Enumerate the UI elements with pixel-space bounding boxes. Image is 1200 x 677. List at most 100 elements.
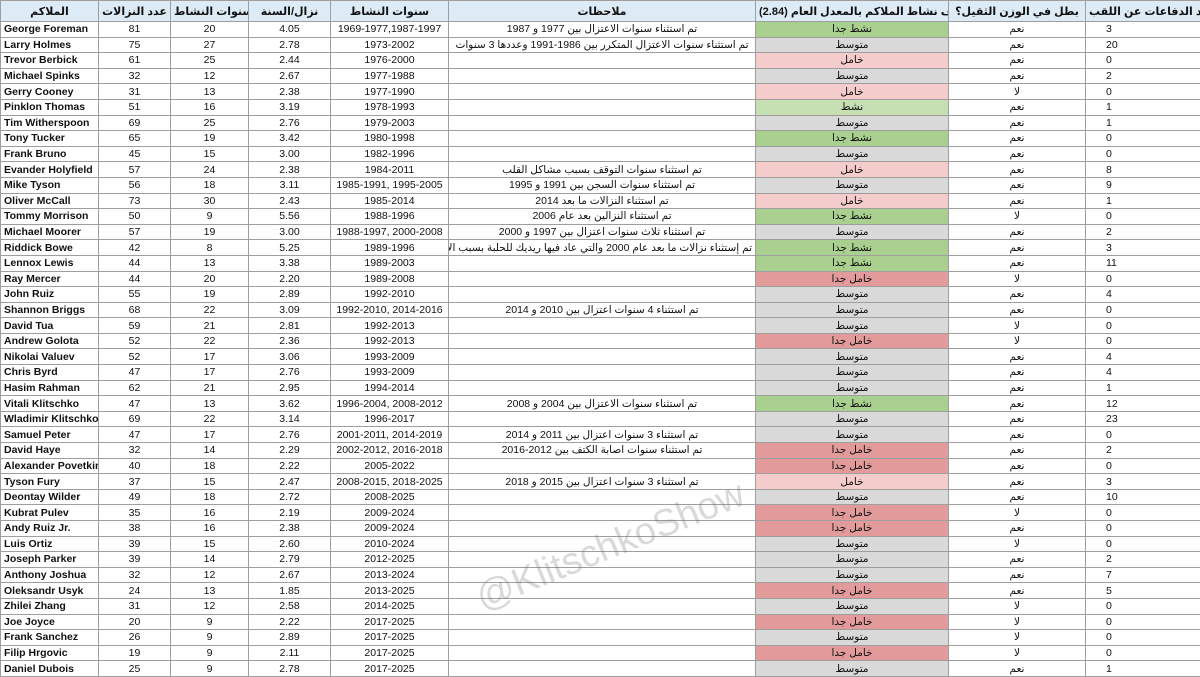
table-row: Andy Ruiz Jr. 38 16 2.38 2009-2024 خامل جدا نع… [0, 520, 1200, 537]
activity-period: 2009-2024 [330, 520, 449, 537]
active-years: 20 [170, 21, 249, 38]
fights-per-year: 2.72 [248, 488, 331, 506]
table-row: Mike Tyson 56 18 3.11 1985-1991, 1995-2005 تم… [0, 176, 1200, 194]
title-defenses: 10 [1085, 488, 1200, 506]
fights: 31 [98, 597, 171, 615]
activity-period: 2017-2025 [330, 613, 449, 631]
fights-per-year: 2.44 [248, 52, 331, 69]
fights-per-year: 3.06 [248, 348, 331, 366]
note [448, 52, 756, 69]
boxer-name: Riddick Bowe [0, 239, 99, 256]
boxer-name: David Haye [0, 442, 99, 459]
table-row: Samuel Peter 47 17 2.76 2001-2011, 2014-2019… [0, 426, 1200, 444]
table-row: Vitali Klitschko 47 13 3.62 1996-2004, 2008-… [0, 395, 1200, 412]
active-years: 15 [170, 145, 249, 163]
heavyweight-champion: نعم [948, 223, 1086, 241]
activity-rating: متوسط [755, 629, 949, 646]
title-defenses: 0 [1085, 332, 1200, 350]
fights: 32 [98, 566, 171, 584]
title-defenses: 0 [1085, 130, 1200, 147]
title-defenses: 0 [1085, 504, 1200, 521]
fights: 81 [98, 21, 171, 38]
heavyweight-champion: نعم [948, 488, 1086, 506]
fights-per-year: 2.60 [248, 535, 331, 553]
heavyweight-champion: نعم [948, 395, 1086, 412]
active-years: 24 [170, 161, 249, 178]
fights-per-year: 2.38 [248, 520, 331, 537]
title-defenses: 3 [1085, 239, 1200, 256]
fights: 35 [98, 504, 171, 521]
fights: 49 [98, 488, 171, 506]
table-row: Frank Sanchez 26 9 2.89 2017-2025 متوسط لا 0 [0, 629, 1200, 646]
note [448, 457, 756, 475]
fights: 39 [98, 535, 171, 553]
boxer-name: Samuel Peter [0, 426, 99, 444]
activity-period: 1994-2014 [330, 379, 449, 397]
heavyweight-champion: نعم [948, 442, 1086, 459]
active-years: 16 [170, 520, 249, 537]
fights: 38 [98, 520, 171, 537]
column-header: الملاكم [0, 0, 99, 22]
activity-rating: خامل جدا [755, 504, 949, 521]
boxer-name: Frank Sanchez [0, 629, 99, 646]
activity-rating: متوسط [755, 301, 949, 319]
activity-rating: متوسط [755, 597, 949, 615]
activity-period: 1992-2010, 2014-2016 [330, 301, 449, 319]
activity-period: 2014-2025 [330, 597, 449, 615]
activity-rating: نشط جدا [755, 208, 949, 225]
active-years: 13 [170, 395, 249, 412]
title-defenses: 9 [1085, 176, 1200, 194]
boxer-name: Andy Ruiz Jr. [0, 520, 99, 537]
title-defenses: 0 [1085, 426, 1200, 444]
note [448, 286, 756, 303]
active-years: 27 [170, 36, 249, 54]
active-years: 18 [170, 457, 249, 475]
heavyweight-champion: لا [948, 270, 1086, 288]
note [448, 535, 756, 553]
activity-period: 2005-2022 [330, 457, 449, 475]
fights: 44 [98, 254, 171, 272]
fights-per-year: 2.89 [248, 286, 331, 303]
activity-period: 1985-2014 [330, 192, 449, 210]
table-row: Filip Hrgovic 19 9 2.11 2017-2025 خامل جدا لا 0 [0, 644, 1200, 662]
activity-rating: خامل [755, 192, 949, 210]
heavyweight-champion: نعم [948, 520, 1086, 537]
fights: 32 [98, 67, 171, 85]
fights: 68 [98, 301, 171, 319]
title-defenses: 4 [1085, 348, 1200, 366]
boxer-name: Wladimir Klitschko [0, 410, 99, 428]
active-years: 18 [170, 488, 249, 506]
heavyweight-champion: نعم [948, 114, 1086, 132]
fights: 61 [98, 52, 171, 69]
boxer-name: Vitali Klitschko [0, 395, 99, 412]
boxer-name: Andrew Golota [0, 332, 99, 350]
boxer-name: Joseph Parker [0, 551, 99, 568]
boxer-name: Joe Joyce [0, 613, 99, 631]
table-row: Luis Ortiz 39 15 2.60 2010-2024 متوسط لا 0 [0, 535, 1200, 553]
fights-per-year: 2.81 [248, 317, 331, 334]
active-years: 25 [170, 114, 249, 132]
heavyweight-champion: لا [948, 317, 1086, 334]
fights-per-year: 1.85 [248, 582, 331, 599]
fights: 25 [98, 660, 171, 677]
heavyweight-champion: نعم [948, 551, 1086, 568]
activity-period: 1980-1998 [330, 130, 449, 147]
fights: 40 [98, 457, 171, 475]
heavyweight-champion: نعم [948, 660, 1086, 677]
note [448, 582, 756, 599]
note [448, 114, 756, 132]
active-years: 16 [170, 504, 249, 521]
active-years: 12 [170, 597, 249, 615]
activity-rating: خامل جدا [755, 332, 949, 350]
activity-rating: خامل [755, 473, 949, 490]
title-defenses: 1 [1085, 379, 1200, 397]
fights: 20 [98, 613, 171, 631]
activity-period: 1976-2000 [330, 52, 449, 69]
fights: 57 [98, 223, 171, 241]
boxer-name: Shannon Briggs [0, 301, 99, 319]
activity-period: 1989-1996 [330, 239, 449, 256]
table-row: David Haye 32 14 2.29 2002-2012, 2016-2018 تم… [0, 442, 1200, 459]
activity-period: 1992-2013 [330, 332, 449, 350]
fights: 62 [98, 379, 171, 397]
